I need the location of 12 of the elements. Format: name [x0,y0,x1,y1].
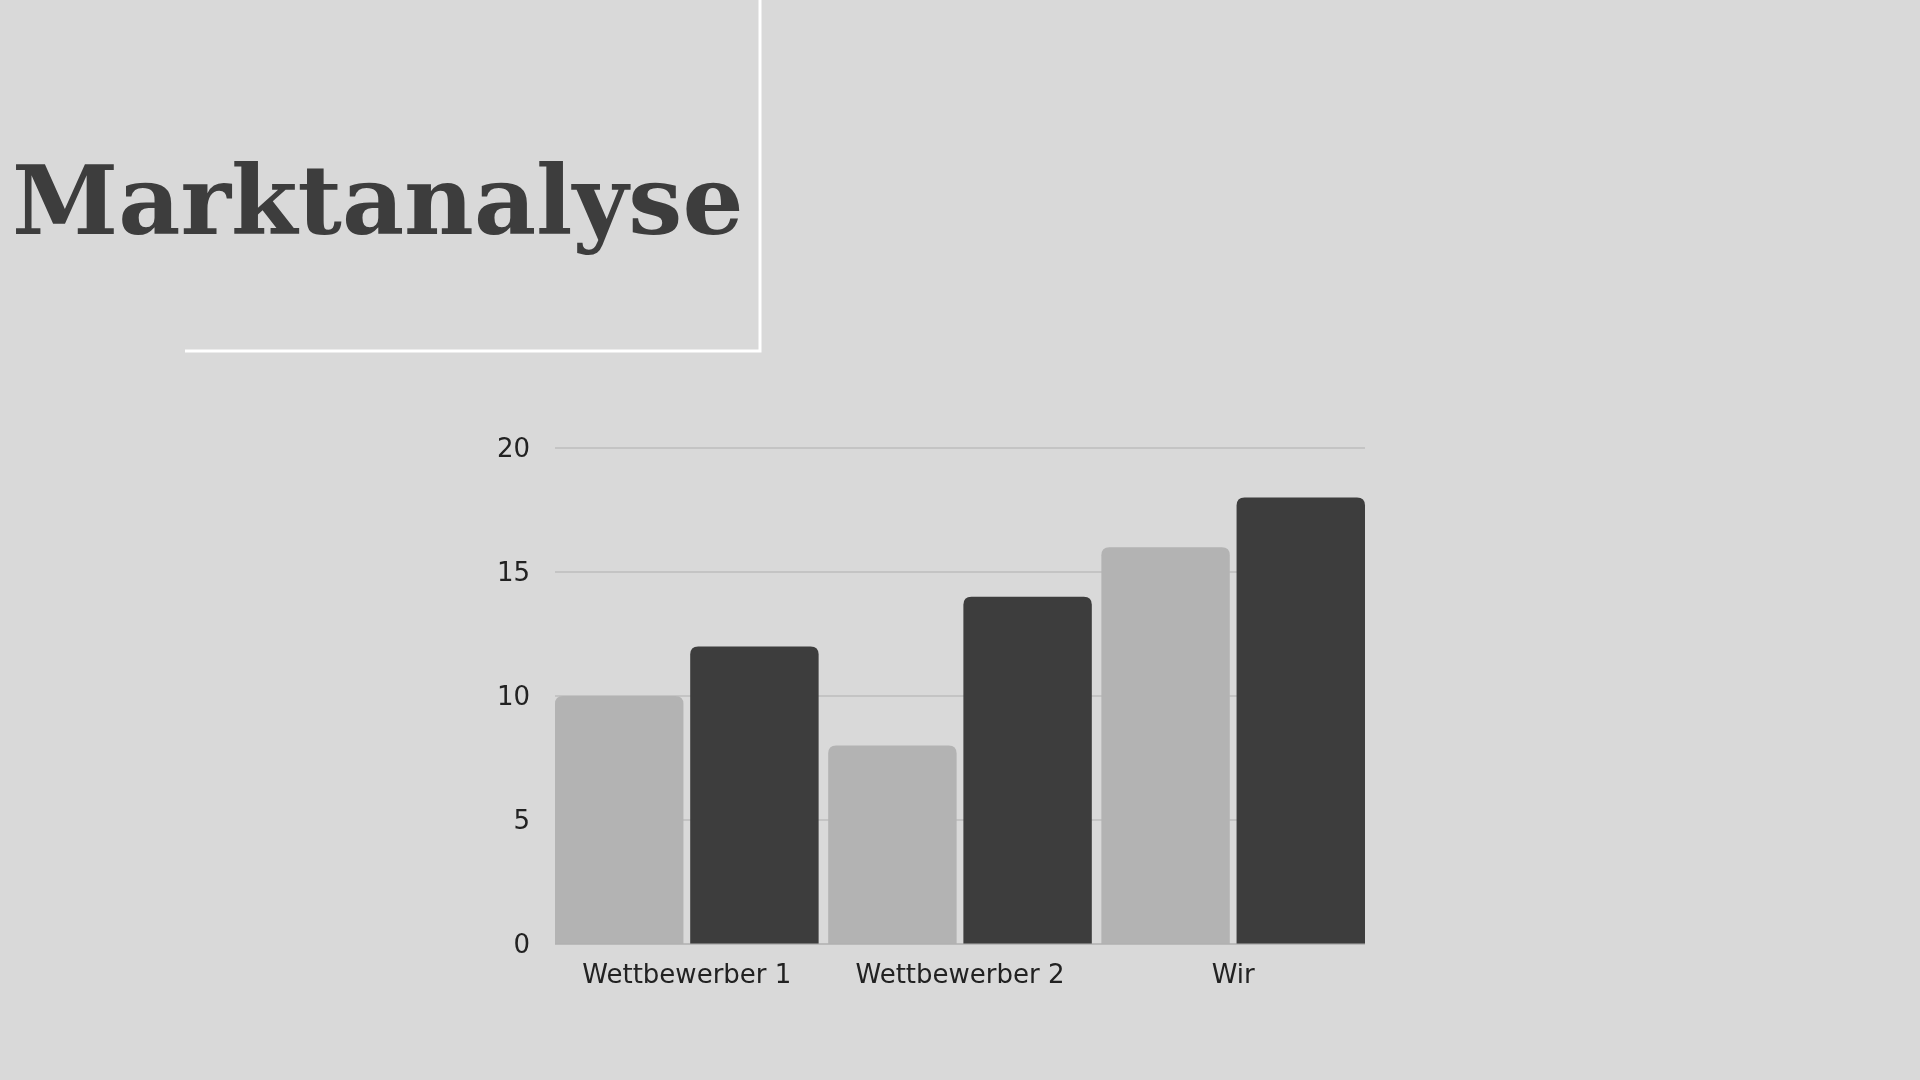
x-tick-label: Wir [1211,959,1256,989]
bar [690,646,819,944]
chart-title: Marktanalyse [12,144,744,257]
x-tick-label: Wettbewerber 2 [855,959,1065,989]
y-tick-label: 0 [513,929,530,960]
x-tick-label: Wettbewerber 1 [582,959,792,989]
y-tick-label: 20 [496,433,530,464]
bar [963,596,1092,944]
y-tick-label: 15 [496,557,530,588]
y-tick-label: 5 [513,805,530,836]
y-tick-label: 10 [496,681,530,712]
bar [1236,497,1365,944]
